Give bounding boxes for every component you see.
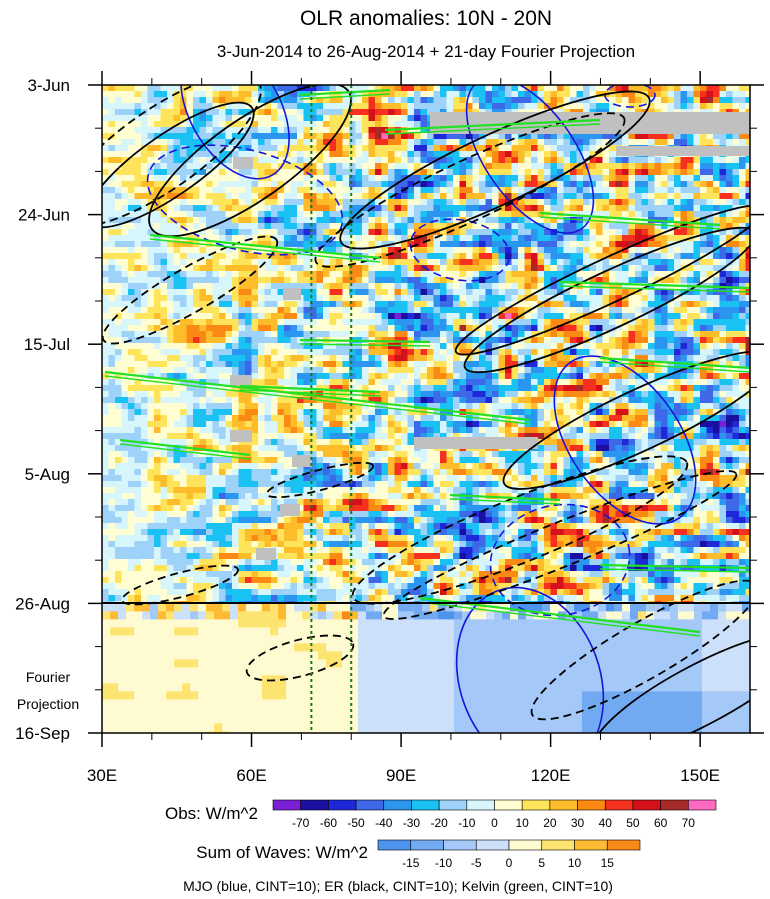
obs-colorbar-label-value: 30 [571, 816, 585, 830]
x-tick-label: 60E [236, 766, 266, 785]
x-tick-label: 90E [386, 766, 416, 785]
obs-colorbar-label-value: 20 [543, 816, 557, 830]
obs-colorbar-label-value: 70 [682, 816, 696, 830]
contour-legend-footer: MJO (blue, CINT=10); ER (black, CINT=10)… [183, 878, 613, 894]
obs-colorbar-label-value: 10 [516, 816, 530, 830]
obs-colorbar-swatch [272, 799, 301, 811]
waves-colorbar-swatch [606, 839, 641, 851]
waves-colorbar: -15 -10 -5 0 5 10 15 [377, 839, 641, 870]
obs-colorbar-label: Obs: W/m^2 [165, 804, 258, 823]
projection-label-line1: Fourier [26, 669, 71, 685]
obs-colorbar-swatch [355, 799, 385, 811]
waves-colorbar-label-value: -15 [402, 856, 420, 870]
y-tick-label: 26-Aug [15, 594, 70, 613]
obs-colorbar-label-value: -70 [292, 816, 310, 830]
obs-colorbar-swatch [521, 799, 551, 811]
y-tick-label: 16-Sep [15, 724, 70, 743]
obs-colorbar-swatch [411, 799, 440, 811]
obs-colorbar-swatch [300, 799, 329, 811]
plot-area [101, 84, 751, 734]
waves-colorbar-label: Sum of Waves: W/m^2 [196, 843, 368, 862]
obs-colorbar-swatch [604, 799, 634, 811]
obs-colorbar-swatch [577, 799, 606, 811]
reference-longitude-lines [310, 85, 353, 733]
obs-colorbar-swatch [328, 799, 357, 811]
obs-colorbar-label-value: -50 [347, 816, 365, 830]
y-tick-label: 24-Jun [18, 206, 70, 225]
waves-colorbar-swatch [574, 839, 608, 851]
waves-colorbar-swatch [541, 839, 575, 851]
waves-colorbar-swatch [508, 839, 543, 851]
x-tick-label: 120E [531, 766, 571, 785]
obs-colorbar-swatch [466, 799, 495, 811]
obs-colorbar: -70 -60 -50 -40 -30 -20 -10 0 10 20 30 40 50 60 70 [272, 799, 717, 830]
waves-colorbar-label-value: 0 [506, 856, 513, 870]
waves-colorbar-label-value: 15 [601, 856, 615, 870]
waves-colorbar-swatch [475, 839, 510, 851]
obs-colorbar-label-value: 60 [654, 816, 668, 830]
obs-colorbar-label-value: -30 [403, 816, 421, 830]
plot-frame [101, 84, 751, 734]
obs-colorbar-label-value: 50 [626, 816, 640, 830]
waves-colorbar-label-value: -5 [471, 856, 482, 870]
obs-colorbar-swatch [632, 799, 661, 811]
y-axis: 3-Jun 24-Jun 15-Jul 5-Aug 26-Aug 16-Sep [15, 76, 764, 743]
obs-colorbar-swatch [688, 799, 717, 811]
waves-colorbar-label-value: -10 [435, 856, 453, 870]
obs-colorbar-label-value: -40 [375, 816, 393, 830]
y-tick-label: 3-Jun [27, 76, 70, 95]
waves-colorbar-label-value: 10 [568, 856, 582, 870]
obs-colorbar-swatch [438, 799, 468, 811]
x-tick-label: 30E [87, 766, 117, 785]
y-tick-label: 5-Aug [25, 465, 70, 484]
obs-colorbar-label-value: -10 [458, 816, 476, 830]
chart-title: OLR anomalies: 10N - 20N [300, 7, 552, 30]
obs-colorbar-label-value: -20 [430, 816, 448, 830]
obs-colorbar-label-value: 0 [491, 816, 498, 830]
obs-colorbar-swatch [494, 799, 523, 811]
waves-colorbar-label-value: 5 [538, 856, 545, 870]
obs-colorbar-swatch [383, 799, 412, 811]
waves-colorbar-swatch [377, 839, 412, 851]
obs-colorbar-swatch [660, 799, 689, 811]
waves-colorbar-swatch [410, 839, 444, 851]
wave-contours [102, 85, 750, 733]
projection-field [102, 603, 750, 733]
x-tick-label: 150E [680, 766, 720, 785]
obs-colorbar-label-value: -60 [320, 816, 338, 830]
chart-subtitle: 3-Jun-2014 to 26-Aug-2014 + 21-day Fouri… [217, 42, 635, 61]
projection-label-line2: Projection [17, 696, 79, 712]
x-axis: 30E 60E 90E 120E 150E [87, 71, 720, 785]
waves-colorbar-swatch [443, 839, 477, 851]
obs-colorbar-label-value: 40 [599, 816, 613, 830]
obs-colorbar-swatch [549, 799, 578, 811]
y-tick-label: 15-Jul [24, 335, 70, 354]
